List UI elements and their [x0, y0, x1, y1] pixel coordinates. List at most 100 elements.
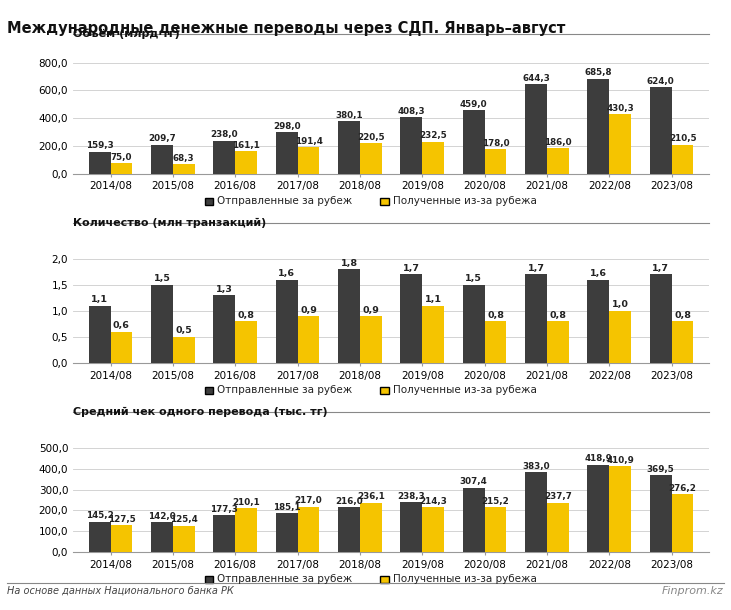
Text: 68,3: 68,3 — [173, 154, 194, 163]
Text: 369,5: 369,5 — [647, 465, 675, 473]
Bar — [525, 84, 547, 174]
Bar — [463, 110, 485, 174]
Text: 0,9: 0,9 — [300, 306, 317, 315]
Text: Finprom.kz: Finprom.kz — [662, 586, 724, 595]
Text: 177,3: 177,3 — [211, 504, 238, 514]
Text: 276,2: 276,2 — [669, 484, 697, 493]
Text: 624,0: 624,0 — [647, 77, 675, 85]
Text: 1,6: 1,6 — [279, 269, 295, 278]
Text: 0,5: 0,5 — [175, 326, 192, 336]
Bar — [650, 87, 672, 174]
Bar — [213, 141, 235, 174]
Bar — [213, 295, 235, 363]
Text: 159,3: 159,3 — [86, 142, 113, 150]
Text: Объём (млрд тг): Объём (млрд тг) — [73, 28, 180, 39]
Text: 380,1: 380,1 — [336, 110, 363, 120]
Bar — [338, 507, 360, 552]
Text: 644,3: 644,3 — [522, 74, 550, 83]
Text: 1,7: 1,7 — [528, 264, 545, 273]
Text: 214,3: 214,3 — [420, 497, 447, 506]
Bar — [338, 121, 360, 174]
Text: 217,0: 217,0 — [295, 497, 322, 505]
Bar — [423, 142, 444, 174]
Bar — [110, 163, 132, 174]
Text: Отправленные за рубеж: Отправленные за рубеж — [217, 196, 352, 206]
Bar — [588, 465, 610, 552]
Text: 0,8: 0,8 — [487, 310, 504, 320]
Text: 1,5: 1,5 — [154, 274, 170, 283]
Text: 0,8: 0,8 — [238, 310, 254, 320]
Text: 418,9: 418,9 — [585, 454, 613, 463]
Bar — [672, 321, 694, 363]
Text: 383,0: 383,0 — [522, 462, 550, 471]
Text: Отправленные за рубеж: Отправленные за рубеж — [217, 386, 352, 395]
Text: 307,4: 307,4 — [460, 478, 488, 487]
Text: Количество (млн транзакций): Количество (млн транзакций) — [73, 218, 266, 228]
Text: 430,3: 430,3 — [606, 104, 634, 113]
Bar — [298, 147, 319, 174]
Bar — [110, 332, 132, 363]
Bar — [173, 526, 194, 552]
Bar — [610, 467, 631, 552]
Text: Международные денежные переводы через СДП. Январь–август: Международные денежные переводы через СД… — [7, 21, 566, 37]
Text: 1,0: 1,0 — [612, 300, 629, 309]
Bar — [338, 269, 360, 363]
Bar — [423, 508, 444, 552]
Text: 1,8: 1,8 — [341, 259, 357, 268]
Text: 215,2: 215,2 — [482, 497, 510, 506]
Bar — [235, 508, 257, 552]
Bar — [88, 522, 110, 552]
Text: Средний чек одного перевода (тыс. тг): Средний чек одного перевода (тыс. тг) — [73, 407, 327, 417]
Text: 186,0: 186,0 — [544, 137, 572, 146]
Text: 298,0: 298,0 — [273, 122, 300, 131]
Text: 1,6: 1,6 — [590, 269, 607, 278]
Bar — [401, 274, 423, 363]
Bar — [276, 132, 298, 174]
Bar — [672, 495, 694, 552]
Text: 210,5: 210,5 — [669, 134, 697, 143]
Text: 238,0: 238,0 — [211, 131, 238, 139]
Bar — [650, 475, 672, 552]
Bar — [88, 152, 110, 174]
Bar — [525, 274, 547, 363]
Text: 0,8: 0,8 — [674, 310, 691, 320]
Bar — [610, 311, 631, 363]
Text: 142,0: 142,0 — [148, 512, 176, 521]
Text: Полученные из-за рубежа: Полученные из-за рубежа — [393, 575, 537, 584]
Bar — [463, 488, 485, 552]
Text: 410,9: 410,9 — [606, 456, 634, 465]
Bar — [276, 279, 298, 363]
Bar — [173, 337, 194, 363]
Bar — [235, 151, 257, 174]
Bar — [485, 149, 507, 174]
Bar — [463, 285, 485, 363]
Text: 1,1: 1,1 — [91, 295, 108, 304]
Text: 220,5: 220,5 — [357, 133, 385, 142]
Text: 127,5: 127,5 — [107, 515, 135, 524]
Bar — [298, 507, 319, 552]
Bar — [588, 79, 610, 174]
Bar — [525, 472, 547, 552]
Text: 161,1: 161,1 — [232, 141, 260, 150]
Text: Полученные из-за рубежа: Полученные из-за рубежа — [393, 386, 537, 395]
Text: 75,0: 75,0 — [110, 153, 132, 162]
Bar — [360, 316, 382, 363]
Text: 178,0: 178,0 — [482, 138, 510, 148]
Text: Полученные из-за рубежа: Полученные из-за рубежа — [393, 196, 537, 206]
Text: Отправленные за рубеж: Отправленные за рубеж — [217, 575, 352, 584]
Bar — [151, 285, 173, 363]
Bar — [401, 503, 423, 552]
Text: 232,5: 232,5 — [420, 131, 447, 140]
Text: 185,1: 185,1 — [273, 503, 300, 512]
Bar — [213, 515, 235, 552]
Bar — [235, 321, 257, 363]
Text: 1,7: 1,7 — [403, 264, 420, 273]
Bar — [151, 145, 173, 174]
Text: 125,4: 125,4 — [170, 515, 197, 525]
Bar — [672, 145, 694, 174]
Text: 1,3: 1,3 — [216, 285, 232, 293]
Bar — [151, 522, 173, 552]
Bar — [547, 321, 569, 363]
Text: 237,7: 237,7 — [544, 492, 572, 501]
Text: 191,4: 191,4 — [295, 137, 322, 146]
